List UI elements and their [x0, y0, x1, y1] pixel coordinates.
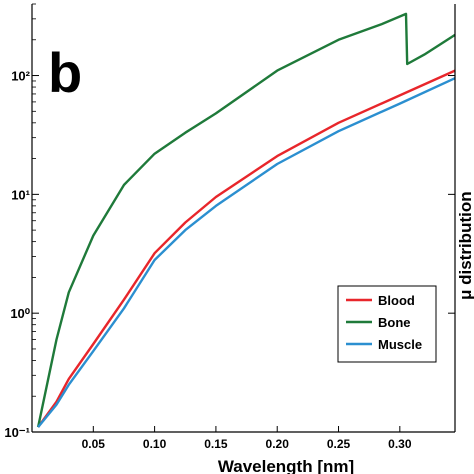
series-line-blood — [37, 69, 456, 428]
right-axis-label: μ distribution — [456, 191, 474, 300]
x-tick-label: 0.25 — [327, 437, 351, 451]
y-tick-label: 10⁻¹ — [4, 425, 30, 440]
axes-layer: 0.05 0.10 0.15 0.20 0.25 0.30 10⁻¹ 10⁰ 10¹ 10² — [4, 3, 456, 451]
series-layer — [36, 12, 456, 428]
y-tick-label: 10¹ — [11, 187, 30, 202]
series-line-muscle — [37, 77, 456, 428]
x-axis-label: Wavelength [nm] — [218, 457, 354, 474]
legend-label-muscle: Muscle — [378, 337, 422, 352]
panel-label: b — [48, 41, 82, 104]
series-line-bone — [36, 12, 456, 428]
y-tick-label: 10⁰ — [10, 306, 30, 321]
legend-box — [337, 285, 437, 363]
x-tick-label: 0.15 — [204, 437, 228, 451]
legend: Blood Bone Muscle — [337, 285, 437, 363]
legend-label-blood: Blood — [378, 293, 415, 308]
y-tick-label: 10² — [11, 69, 30, 84]
x-tick-label: 0.20 — [266, 437, 290, 451]
x-tick-label: 0.05 — [82, 437, 106, 451]
x-tick-label: 0.30 — [388, 437, 412, 451]
x-tick-label: 0.10 — [143, 437, 167, 451]
legend-label-bone: Bone — [378, 315, 411, 330]
